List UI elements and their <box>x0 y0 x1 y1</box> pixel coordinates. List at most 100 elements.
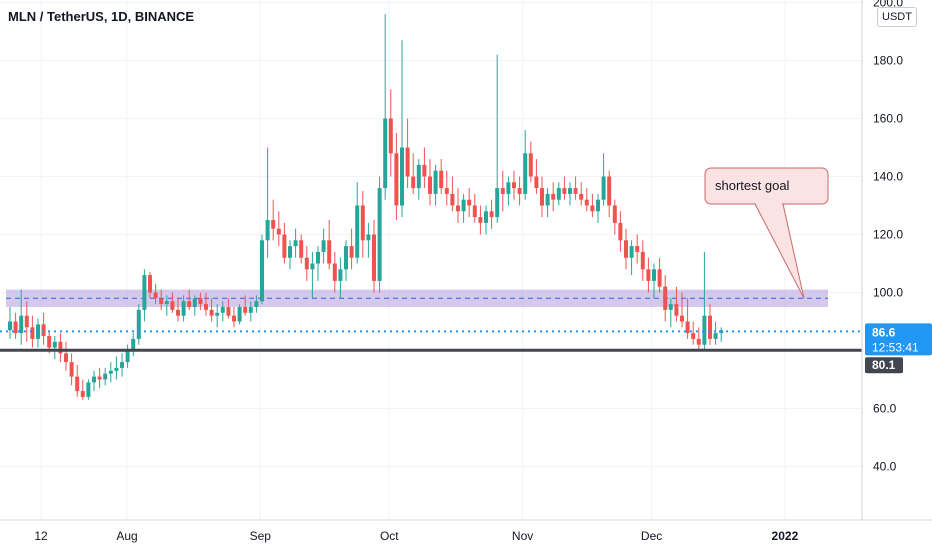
candle-down <box>394 153 399 206</box>
candle-down <box>685 321 690 334</box>
candle-up <box>629 246 634 258</box>
candle-up <box>52 341 57 348</box>
candle-down <box>579 193 584 200</box>
candle-up <box>366 234 371 241</box>
support-price-value: 80.1 <box>872 358 896 372</box>
candle-up <box>702 315 707 345</box>
candle-down <box>13 321 18 334</box>
candle-up <box>293 240 298 247</box>
candle-down <box>680 315 684 322</box>
candle-down <box>304 257 309 270</box>
candle-up <box>125 350 130 363</box>
candle-up <box>545 193 550 206</box>
candle-down <box>187 301 192 307</box>
candle-up <box>416 164 421 189</box>
candle-up <box>495 188 500 218</box>
candle-down <box>534 176 539 189</box>
candle-up <box>36 324 40 339</box>
candle-down <box>271 220 276 229</box>
candle-down <box>47 336 52 348</box>
candle-down <box>500 188 505 194</box>
candle-up <box>461 199 466 212</box>
x-tick-label: Dec <box>641 529 662 543</box>
candle-down <box>562 188 567 194</box>
plot-area <box>0 0 862 520</box>
candle-up <box>652 269 656 281</box>
candle-down <box>517 188 522 194</box>
callout-text: shortest goal <box>715 178 790 193</box>
candle-down <box>58 341 63 354</box>
x-tick-label: Oct <box>380 529 399 543</box>
candle-up <box>192 298 197 307</box>
candle-up <box>181 301 186 316</box>
candle-down <box>428 176 432 194</box>
candle-down <box>64 353 68 363</box>
candle-down <box>450 193 455 206</box>
candle-down <box>232 315 236 322</box>
candle-down <box>97 376 102 380</box>
y-tick-label: 100.0 <box>873 286 903 300</box>
candle-up <box>86 382 91 397</box>
candle-up <box>164 301 169 305</box>
candle-up <box>136 309 141 339</box>
candle-down <box>372 234 376 281</box>
candle-down <box>299 240 304 258</box>
y-tick-label: 140.0 <box>873 170 903 184</box>
y-tick-label: 160.0 <box>873 112 903 126</box>
candle-down <box>657 269 662 287</box>
x-tick-label: Aug <box>116 529 137 543</box>
candle-down <box>332 263 337 281</box>
candle-up <box>383 118 388 189</box>
x-tick-label: Sep <box>250 529 272 543</box>
candle-down <box>456 205 460 212</box>
candle-down <box>696 338 701 345</box>
candle-up <box>237 307 242 322</box>
y-tick-label: 60.0 <box>873 402 897 416</box>
candle-up <box>668 304 673 310</box>
candle-down <box>551 193 556 200</box>
candle-down <box>80 391 85 397</box>
candle-down <box>512 182 516 189</box>
candle-down <box>209 309 214 316</box>
candle-down <box>226 307 231 316</box>
candle-up <box>254 301 259 307</box>
candle-up <box>215 312 220 316</box>
candle-up <box>260 240 264 302</box>
candle-up <box>556 188 561 200</box>
candle-down <box>170 301 175 310</box>
candle-up <box>103 373 108 380</box>
candle-down <box>444 188 449 194</box>
candle-up <box>120 362 124 368</box>
candle-down <box>674 304 679 316</box>
candle-down <box>640 251 645 270</box>
countdown-timer: 12:53:41 <box>872 340 919 354</box>
candle-down <box>472 205 477 218</box>
candle-up <box>108 370 113 374</box>
candle-down <box>198 298 203 305</box>
candle-up <box>338 269 343 281</box>
candle-down <box>69 362 74 377</box>
x-tick-label: 12 <box>34 529 48 543</box>
candle-down <box>243 307 248 313</box>
candle-up <box>288 246 292 258</box>
candle-up <box>316 251 320 264</box>
candle-down <box>635 246 640 252</box>
candle-up <box>568 188 572 194</box>
currency-button[interactable]: USDT <box>877 7 917 27</box>
candle-down <box>467 199 472 206</box>
candle-up <box>321 240 326 252</box>
candle-down <box>422 164 427 177</box>
candle-up <box>400 147 404 206</box>
candle-down <box>276 228 281 235</box>
candle-up <box>8 321 12 331</box>
candle-down <box>282 234 287 258</box>
candle-down <box>607 176 612 206</box>
y-tick-label: 200.0 <box>873 0 903 10</box>
candle-up <box>596 199 600 212</box>
candle-down <box>405 147 410 177</box>
candle-down <box>75 376 80 392</box>
candle-down <box>41 324 46 336</box>
candle-down <box>663 286 668 310</box>
candle-up <box>355 205 360 258</box>
